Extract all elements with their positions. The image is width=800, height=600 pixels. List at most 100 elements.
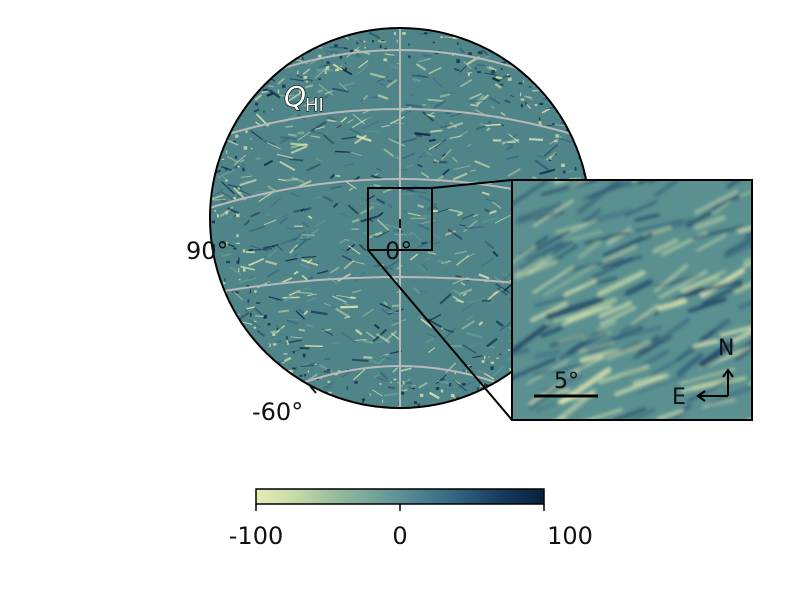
texture-speck — [247, 299, 250, 303]
texture-streak — [341, 136, 357, 140]
inset-streak — [701, 353, 727, 370]
texture-streak — [331, 87, 349, 93]
texture-streak — [398, 192, 415, 196]
texture-streak — [508, 50, 527, 59]
inset-streak — [692, 338, 720, 349]
texture-streak — [274, 371, 290, 377]
texture-streak — [368, 358, 380, 365]
texture-streak — [415, 62, 427, 71]
latitude-label: -60° — [252, 398, 303, 426]
texture-streak — [433, 158, 440, 164]
inset-streak — [657, 298, 688, 312]
texture-speck — [491, 69, 496, 74]
inset-streak — [578, 208, 633, 227]
inset-streak — [517, 202, 563, 221]
compass-north-label: N — [718, 336, 734, 361]
texture-streak — [242, 396, 248, 402]
inset-streak — [564, 306, 601, 322]
texture-streak — [512, 50, 525, 56]
texture-streak — [570, 28, 580, 30]
texture-streak — [468, 297, 485, 304]
zoom-connectors — [367, 179, 513, 421]
texture-streak — [268, 85, 275, 88]
texture-streak — [212, 323, 229, 329]
texture-speck — [538, 121, 542, 125]
texture-streak — [301, 233, 315, 237]
texture-speck — [344, 62, 346, 64]
texture-streak — [293, 239, 308, 251]
texture-streak — [248, 257, 265, 267]
texture-streak — [541, 107, 551, 114]
texture-speck — [211, 220, 215, 224]
texture-streak — [448, 208, 462, 214]
texture-streak — [380, 308, 389, 315]
inset-streak — [724, 235, 752, 256]
texture-streak — [495, 320, 504, 328]
texture-streak — [241, 340, 247, 343]
map-title: Q — [284, 80, 306, 113]
inset-streak — [619, 316, 647, 334]
texture-streak — [301, 256, 317, 258]
texture-speck — [496, 357, 499, 359]
texture-speck — [417, 403, 420, 407]
inset-streak — [632, 372, 670, 386]
inset-streak — [625, 160, 678, 172]
texture-streak — [343, 259, 355, 270]
texture-streak — [245, 306, 256, 310]
texture-streak — [491, 77, 500, 83]
texture-speck — [400, 391, 405, 395]
texture-streak — [403, 210, 409, 214]
inset-streak — [602, 255, 642, 269]
texture-streak — [332, 28, 339, 30]
inset-streak — [738, 300, 752, 310]
texture-streak — [370, 202, 381, 206]
texture-speck — [372, 40, 374, 43]
texture-streak — [469, 92, 482, 100]
texture-speck — [477, 70, 481, 74]
inset-streak — [563, 279, 597, 297]
texture-streak — [239, 178, 257, 187]
inset-streak — [762, 387, 795, 412]
inset-streak — [525, 240, 572, 260]
texture-streak — [218, 333, 236, 340]
texture-streak — [447, 122, 464, 129]
texture-streak — [408, 231, 414, 236]
texture-streak — [354, 134, 367, 145]
texture-streak — [406, 212, 421, 217]
texture-speck — [236, 234, 239, 238]
inset-streak — [535, 401, 559, 412]
inset-streak — [534, 349, 562, 360]
inset-streak — [565, 230, 603, 243]
texture-speck — [456, 59, 460, 63]
texture-streak — [262, 139, 276, 147]
inset-streak — [635, 219, 683, 233]
texture-speck — [245, 130, 248, 134]
texture-streak — [429, 391, 440, 400]
texture-streak — [240, 342, 246, 347]
texture-streak — [545, 70, 562, 74]
texture-speck — [250, 138, 252, 140]
texture-speck — [518, 82, 523, 85]
texture-speck — [435, 387, 440, 390]
texture-streak — [338, 82, 348, 92]
texture-streak — [249, 373, 260, 380]
inset-streak — [729, 328, 752, 345]
texture-streak — [389, 116, 405, 125]
texture-streak — [255, 35, 269, 38]
compass — [696, 368, 734, 402]
texture-streak — [418, 381, 428, 389]
texture-streak — [351, 218, 360, 224]
texture-streak — [283, 37, 296, 43]
texture-streak — [314, 219, 326, 228]
inset-streak — [701, 282, 744, 306]
inset-streak — [631, 304, 659, 326]
texture-speck — [383, 58, 388, 62]
texture-streak — [303, 207, 309, 213]
texture-streak — [459, 79, 473, 88]
texture-streak — [432, 77, 444, 88]
texture-speck — [450, 394, 455, 398]
inset-streak — [637, 180, 647, 185]
texture-streak — [560, 102, 566, 107]
texture-streak — [234, 365, 246, 377]
texture-streak — [581, 89, 590, 96]
